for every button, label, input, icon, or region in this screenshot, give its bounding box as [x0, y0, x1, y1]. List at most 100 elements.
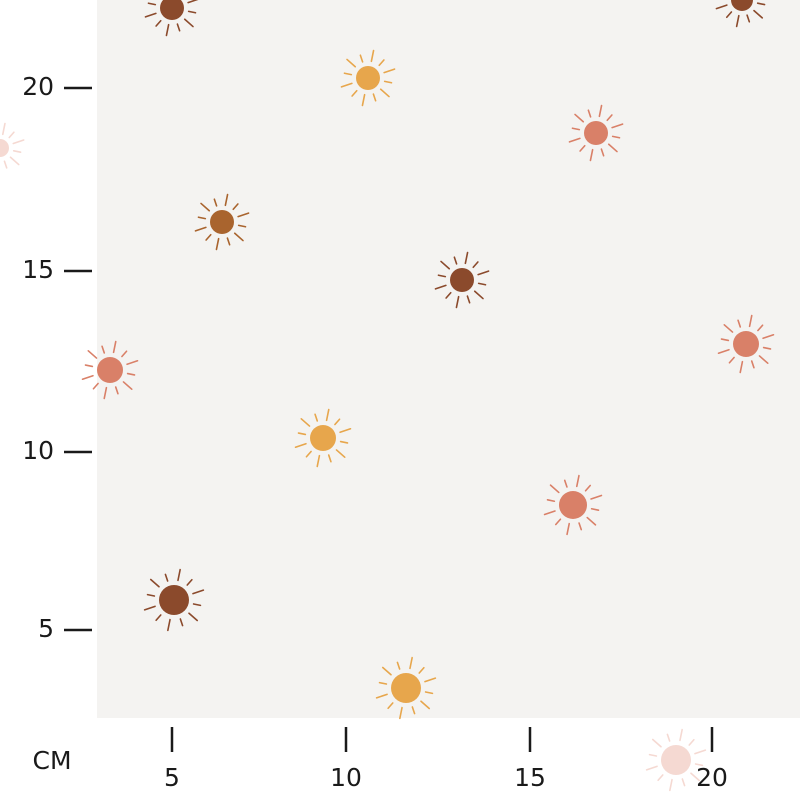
sun-ray — [12, 149, 22, 153]
sun-ray — [192, 603, 202, 607]
sun-ray — [340, 82, 353, 88]
sun — [194, 193, 250, 251]
sun-disc — [356, 66, 380, 90]
sun-ray — [566, 522, 571, 536]
sun-ray — [346, 58, 357, 68]
sun-ray — [383, 68, 396, 74]
sun-ray — [578, 522, 583, 531]
sun-ray — [361, 93, 366, 107]
sun-ray — [165, 23, 170, 37]
unit-label: CM — [32, 746, 71, 775]
sun-ray — [197, 216, 207, 220]
sun-ray — [477, 270, 490, 276]
sun-ray — [103, 386, 108, 400]
sun-ray — [92, 382, 99, 390]
sun-ray — [657, 774, 664, 782]
sun-ray — [327, 454, 332, 463]
sun-disc — [210, 210, 234, 234]
sun-ray — [194, 226, 207, 232]
sun-ray — [351, 89, 358, 97]
sun-ray — [688, 738, 695, 746]
x-tick-label: 10 — [330, 763, 362, 792]
sun — [645, 728, 707, 792]
sun-ray — [183, 18, 194, 28]
sun-ray — [378, 681, 388, 685]
fabric-swatch — [97, 0, 800, 718]
sun-ray — [297, 432, 307, 436]
sun-ray — [725, 11, 733, 19]
sun-ray — [146, 593, 156, 597]
sun-ray — [607, 143, 618, 153]
sun-ray — [379, 88, 390, 98]
sun-ray — [606, 114, 613, 122]
ruler: 5 10 15 20 20 15 10 5 — [22, 72, 728, 792]
sun-ray — [589, 148, 594, 162]
sun-ray — [101, 345, 106, 354]
sun-ray — [143, 605, 156, 611]
sun-ray — [179, 618, 184, 627]
sun-ray — [549, 484, 560, 494]
sun-ray — [424, 691, 434, 695]
sun-disc — [584, 121, 608, 145]
sun-ray — [737, 319, 742, 328]
sun-ray — [316, 454, 321, 468]
sun-ray — [472, 261, 479, 269]
sun-ray — [81, 374, 94, 381]
sun-ray — [294, 442, 307, 449]
sun-ray — [666, 733, 671, 742]
sun-disc — [733, 331, 759, 357]
sun-ray — [418, 666, 425, 674]
sun-ray — [233, 232, 244, 242]
sun-ray — [383, 80, 393, 84]
sun — [143, 568, 205, 632]
x-tick-label: 20 — [696, 763, 728, 792]
sun-ray — [387, 702, 394, 710]
sun-ray — [762, 333, 775, 340]
sun-ray — [648, 753, 658, 757]
sun-ray — [370, 49, 375, 63]
sun-ray — [339, 440, 349, 444]
sun-ray — [200, 202, 211, 212]
sun — [81, 340, 139, 400]
sun-ray — [757, 324, 764, 332]
sun-ray — [12, 139, 25, 145]
sun-ray — [187, 10, 197, 14]
sun-ray — [144, 12, 157, 18]
sun-ray — [473, 290, 484, 300]
sun-ray — [571, 127, 581, 131]
sun-ray — [164, 573, 169, 582]
sun-ray — [690, 772, 701, 782]
sun-ray — [437, 274, 447, 278]
sun-ray — [611, 135, 621, 139]
sun-ray — [372, 93, 377, 102]
sun-ray — [574, 113, 585, 123]
sun-ray — [715, 4, 728, 10]
sun-ray — [587, 109, 592, 118]
sun-disc — [97, 357, 123, 383]
sun-ray — [205, 233, 212, 241]
sun-ray — [147, 2, 157, 6]
sun-ray — [723, 323, 734, 333]
sun-pattern — [0, 0, 775, 792]
sun-ray — [546, 499, 556, 503]
sun-ray — [440, 260, 451, 270]
sun-ray — [563, 479, 568, 488]
sun-ray — [126, 359, 139, 366]
sun-ray — [762, 346, 772, 350]
sun — [717, 314, 775, 374]
sun-ray — [756, 2, 766, 6]
sun-ray — [739, 360, 744, 374]
sun-ray — [334, 418, 341, 426]
sun-disc — [0, 139, 9, 157]
sun-ray — [453, 256, 458, 265]
y-tick-label: 15 — [22, 255, 54, 284]
y-tick-label: 5 — [38, 614, 54, 643]
sun-ray — [717, 348, 730, 355]
sun-ray — [237, 212, 250, 218]
sun-ray — [611, 123, 624, 129]
sun-ray — [586, 516, 597, 526]
sun-ray — [411, 706, 416, 715]
sun-ray — [192, 589, 205, 595]
